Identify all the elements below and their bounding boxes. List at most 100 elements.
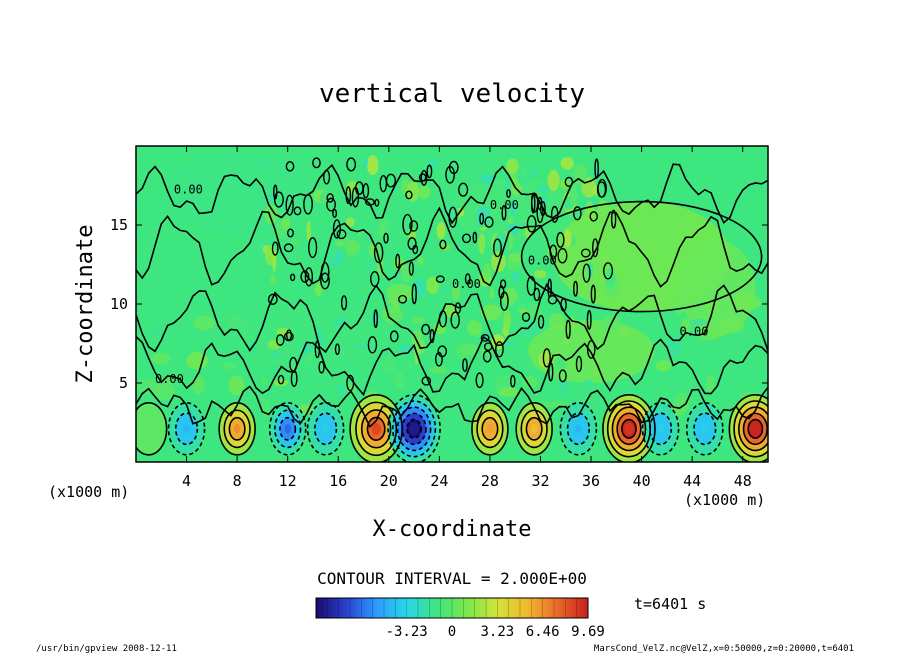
turbulence-blob [261, 376, 267, 387]
small-contour [573, 280, 578, 297]
small-contour [385, 173, 397, 188]
field-blob [467, 320, 482, 336]
turbulence-blob [482, 263, 492, 280]
turbulence-blob [270, 273, 276, 285]
time-label: t=6401 s [634, 595, 706, 613]
small-contour [286, 329, 293, 341]
large-contour [520, 200, 763, 313]
contour-label: 0.00 [528, 254, 557, 268]
turbulence-blob [503, 309, 512, 330]
turbulence-blob [362, 157, 368, 169]
cell-contour [401, 412, 427, 446]
small-contour [462, 358, 468, 372]
x-tick-label: 36 [582, 472, 600, 490]
small-contour [409, 220, 419, 232]
turbulence-blob [290, 238, 300, 247]
small-contour [462, 233, 472, 244]
small-contour [304, 267, 314, 287]
turbulence-blob [596, 221, 610, 230]
small-contour [373, 242, 384, 264]
cell-contour [355, 401, 398, 457]
turbulence-blob [418, 184, 431, 200]
turbulence-blob [306, 220, 311, 241]
small-contour [277, 374, 285, 385]
small-contour [493, 238, 502, 258]
x-tick-label: 48 [734, 472, 752, 490]
field-blob [457, 343, 479, 357]
cell-core [371, 422, 381, 435]
turbulence-blob [406, 181, 420, 202]
cell-contour [742, 412, 768, 446]
turbulence-blob [563, 336, 570, 345]
small-contour [320, 261, 330, 283]
cell-contour [566, 412, 591, 446]
small-contour [482, 350, 492, 363]
turbulence-blob [516, 165, 532, 187]
small-contour [586, 309, 592, 330]
turbulence-blob [411, 329, 423, 348]
turbulence-blob [490, 251, 506, 273]
small-contour [346, 157, 357, 172]
small-contour [285, 161, 295, 172]
field-blob [191, 375, 205, 395]
contour-label: 0.00 [174, 182, 203, 196]
turbulence-blob [308, 351, 313, 363]
field-blob [411, 316, 425, 325]
turbulence-blob [597, 200, 609, 212]
turbulence-blob [381, 356, 397, 375]
zero-contour [136, 163, 768, 225]
field-blob [497, 387, 521, 397]
small-contour [556, 231, 565, 248]
contour-interval-text: CONTOUR INTERVAL = 2.000E+00 [317, 569, 587, 588]
field-blob [620, 327, 630, 335]
turbulence-blob [344, 239, 361, 255]
small-contour [550, 205, 559, 223]
small-contour [498, 285, 505, 299]
small-contour [418, 173, 427, 182]
small-contour [323, 169, 331, 185]
turbulence-blob [345, 217, 355, 227]
small-contour [475, 372, 484, 389]
field-blob [558, 381, 568, 398]
small-contour [412, 244, 419, 255]
small-contour [439, 239, 447, 250]
turbulence-blob [343, 227, 349, 247]
turbulence-blob [334, 317, 348, 329]
turbulence-blob [536, 185, 551, 193]
cell-core [145, 424, 152, 434]
small-contour [275, 334, 285, 346]
footer-right: MarsCond_VelZ.nc@VelZ,x=0:50000,z=0:2000… [594, 644, 854, 654]
cell-contour [360, 409, 392, 449]
colorbar-tick-label: -3.23 [386, 624, 428, 640]
small-contour [483, 342, 493, 352]
field-blob [548, 313, 566, 330]
cell-core [409, 422, 419, 435]
small-contour [395, 253, 401, 269]
x-tick-label: 28 [481, 472, 499, 490]
small-contour [591, 238, 599, 258]
small-contour [326, 193, 334, 203]
small-contour [426, 164, 433, 179]
small-contour [533, 287, 541, 302]
turbulence-blob [345, 181, 359, 195]
small-contour [610, 209, 617, 229]
cell-contour [223, 409, 251, 449]
zero-contour [136, 335, 768, 397]
turbulence-blob [466, 163, 471, 182]
cell-core [486, 424, 494, 434]
turbulence-blob [601, 253, 609, 263]
cell-contour [268, 402, 307, 456]
small-contour [346, 374, 355, 392]
small-contour [411, 283, 417, 305]
small-contour [402, 213, 413, 236]
cell-contour [559, 402, 598, 456]
turbulence-blob [531, 168, 538, 176]
small-contour [602, 262, 614, 280]
x-tick-label: 12 [279, 472, 297, 490]
x-tick-label: 24 [430, 472, 448, 490]
cell-contour [366, 416, 386, 441]
small-contour [332, 219, 341, 239]
turbulence-blob [510, 200, 516, 217]
small-contour [283, 243, 294, 253]
turbulence-blob [583, 379, 593, 386]
